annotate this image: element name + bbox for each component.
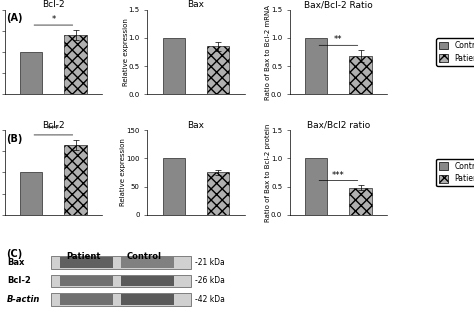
Bar <box>163 38 185 94</box>
Bar <box>64 35 87 94</box>
Text: -26 kDa: -26 kDa <box>195 276 225 286</box>
Y-axis label: Ratio of Bax to Bcl-2 mRNA: Ratio of Bax to Bcl-2 mRNA <box>265 5 271 100</box>
Title: Bax: Bax <box>187 0 204 9</box>
Text: (A): (A) <box>6 13 22 23</box>
Bar <box>305 158 328 215</box>
Title: Bax: Bax <box>187 120 204 130</box>
Bar <box>207 172 229 215</box>
Y-axis label: Ratio of Bax to Bcl-2 protein: Ratio of Bax to Bcl-2 protein <box>265 123 271 222</box>
Bar <box>163 158 185 215</box>
Title: Bax/Bcl-2 Ratio: Bax/Bcl-2 Ratio <box>304 0 373 9</box>
Text: -21 kDa: -21 kDa <box>195 258 225 267</box>
Text: B-actin: B-actin <box>7 295 40 304</box>
Title: Bcl-2: Bcl-2 <box>42 0 64 9</box>
Bar <box>349 56 372 94</box>
Text: Bax: Bax <box>7 258 25 267</box>
Text: Patient: Patient <box>66 252 101 261</box>
Legend: Control, Patient: Control, Patient <box>436 38 474 66</box>
Bar <box>349 188 372 215</box>
Bar <box>20 172 42 215</box>
Text: ***: *** <box>47 125 60 134</box>
Text: Control: Control <box>127 252 162 261</box>
Text: (B): (B) <box>6 134 22 143</box>
Text: *: * <box>51 15 55 24</box>
Text: **: ** <box>334 36 343 44</box>
Y-axis label: Relative expression: Relative expression <box>120 139 127 206</box>
Legend: Control, Patient: Control, Patient <box>436 159 474 187</box>
Title: Bax/Bcl2 ratio: Bax/Bcl2 ratio <box>307 120 370 130</box>
Bar <box>64 145 87 215</box>
Text: Bcl-2: Bcl-2 <box>7 276 31 286</box>
Bar <box>305 38 328 94</box>
Text: (C): (C) <box>6 249 22 259</box>
Y-axis label: Relative expression: Relative expression <box>123 18 128 86</box>
Bar <box>20 52 42 94</box>
Text: ***: *** <box>332 170 345 180</box>
Bar <box>207 46 229 94</box>
Text: -42 kDa: -42 kDa <box>195 295 225 304</box>
Title: Bcl-2: Bcl-2 <box>42 120 64 130</box>
